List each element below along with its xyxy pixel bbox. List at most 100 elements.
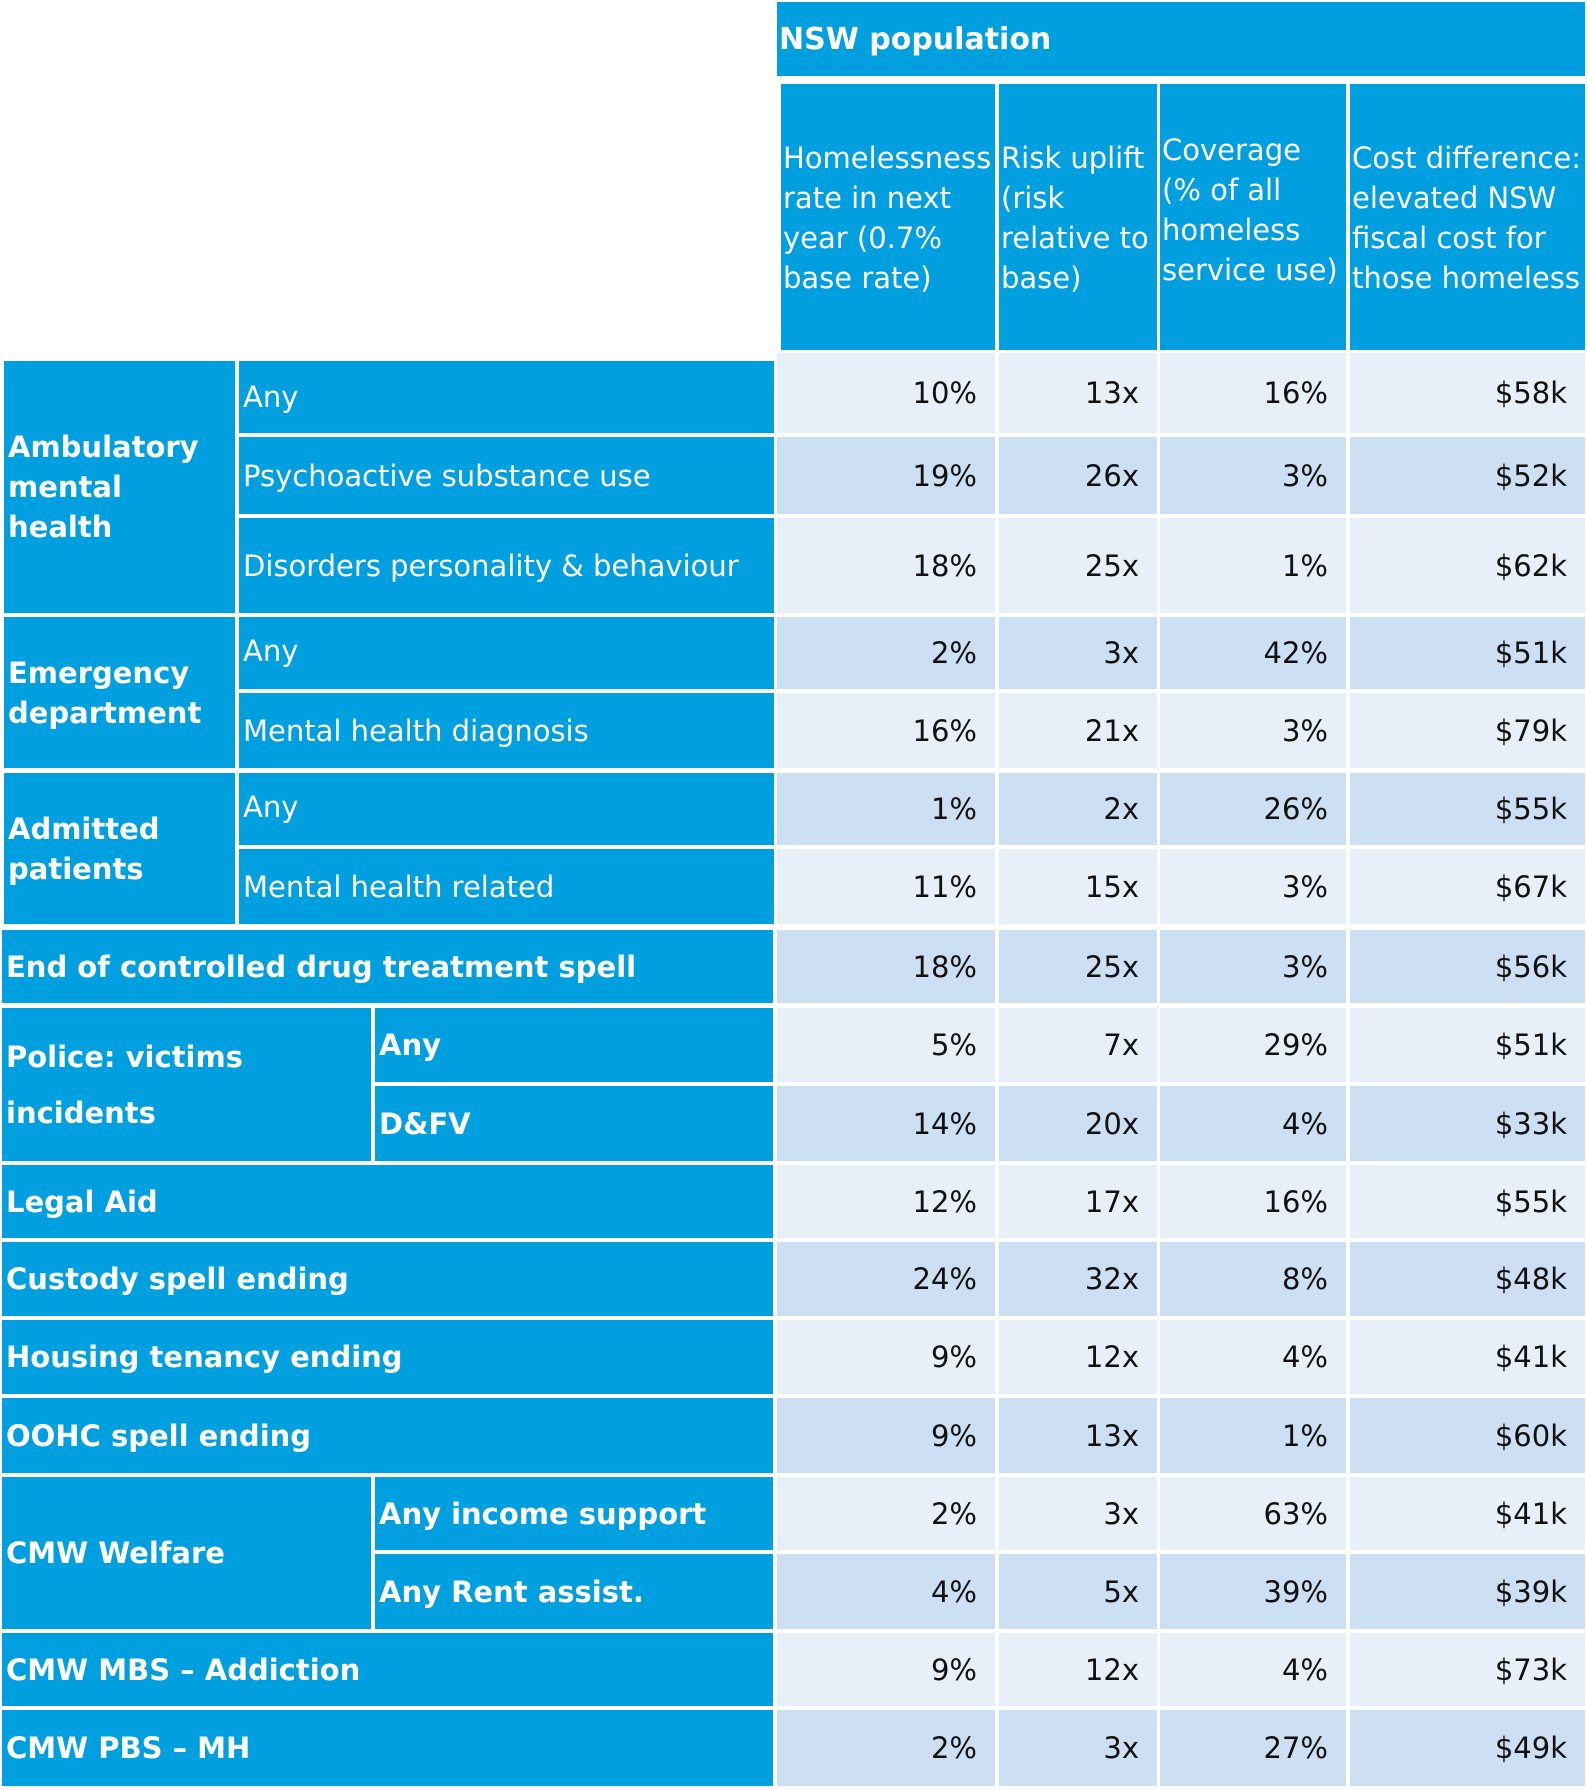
- cell-homelessness-rate: 1%: [777, 773, 995, 845]
- cell-homelessness-rate: 5%: [777, 1008, 995, 1082]
- cell-cost-difference: $41k: [1350, 1477, 1585, 1550]
- row-label-disorders-personality-behaviour: Disorders personality & behaviour: [239, 518, 774, 613]
- row-label-cmw-mbs-addiction: CMW MBS – Addiction: [2, 1633, 773, 1706]
- group-header: NSW population: [777, 2, 1585, 76]
- cell-cost-difference: $62k: [1350, 518, 1585, 613]
- cell-coverage: 26%: [1160, 773, 1346, 845]
- row-label-legal-aid: Legal Aid: [2, 1165, 773, 1238]
- cell-risk-uplift: 3x: [999, 617, 1157, 689]
- cell-cost-difference: $79k: [1350, 693, 1585, 768]
- group-label-emergency-department: Emergency department: [4, 617, 235, 768]
- cell-cost-difference: $33k: [1350, 1086, 1585, 1161]
- cell-coverage: 3%: [1160, 849, 1346, 924]
- cell-coverage: 3%: [1160, 437, 1346, 514]
- cell-coverage: 39%: [1160, 1554, 1346, 1629]
- cell-cost-difference: $60k: [1350, 1398, 1585, 1473]
- cell-cost-difference: $51k: [1350, 1008, 1585, 1082]
- cell-risk-uplift: 20x: [999, 1086, 1157, 1161]
- row-label-mental-health-related: Mental health related: [239, 849, 774, 924]
- column-header-cost-difference: Cost difference: elevated NSW fiscal cos…: [1350, 84, 1585, 350]
- row-label-emergency-any: Any: [239, 617, 774, 689]
- row-label-custody-spell-ending: Custody spell ending: [2, 1242, 773, 1316]
- cell-coverage: 42%: [1160, 617, 1346, 689]
- cell-homelessness-rate: 14%: [777, 1086, 995, 1161]
- cell-coverage: 1%: [1160, 518, 1346, 613]
- cell-coverage: 4%: [1160, 1633, 1346, 1706]
- cell-risk-uplift: 15x: [999, 849, 1157, 924]
- column-header-risk-uplift: Risk uplift (risk relative to base): [999, 84, 1157, 350]
- cell-coverage: 4%: [1160, 1086, 1346, 1161]
- cell-risk-uplift: 12x: [999, 1320, 1157, 1394]
- cell-risk-uplift: 17x: [999, 1165, 1157, 1238]
- cell-risk-uplift: 25x: [999, 930, 1157, 1003]
- cell-homelessness-rate: 18%: [777, 518, 995, 613]
- group-label-police-victims-incidents: Police: victims incidents: [2, 1008, 371, 1161]
- cell-homelessness-rate: 9%: [777, 1633, 995, 1706]
- cell-cost-difference: $39k: [1350, 1554, 1585, 1629]
- cell-risk-uplift: 3x: [999, 1477, 1157, 1550]
- cell-risk-uplift: 12x: [999, 1633, 1157, 1706]
- cell-homelessness-rate: 2%: [777, 1710, 995, 1786]
- cell-risk-uplift: 25x: [999, 518, 1157, 613]
- cell-cost-difference: $56k: [1350, 930, 1585, 1003]
- cell-coverage: 4%: [1160, 1320, 1346, 1394]
- cell-homelessness-rate: 10%: [777, 353, 995, 433]
- cell-coverage: 63%: [1160, 1477, 1346, 1550]
- cell-homelessness-rate: 18%: [777, 930, 995, 1003]
- cell-risk-uplift: 32x: [999, 1242, 1157, 1316]
- cell-cost-difference: $51k: [1350, 617, 1585, 689]
- cell-coverage: 3%: [1160, 693, 1346, 768]
- cell-coverage: 3%: [1160, 930, 1346, 1003]
- cell-homelessness-rate: 4%: [777, 1554, 995, 1629]
- cell-homelessness-rate: 12%: [777, 1165, 995, 1238]
- cell-risk-uplift: 3x: [999, 1710, 1157, 1786]
- row-label-admitted-any: Any: [239, 773, 774, 845]
- column-header-coverage: Coverage (% of all homeless service use): [1160, 84, 1346, 350]
- group-label-admitted-patients: Admitted patients: [4, 773, 235, 924]
- cell-cost-difference: $49k: [1350, 1710, 1585, 1786]
- row-label-cmw-pbs-mh: CMW PBS – MH: [2, 1710, 773, 1786]
- cell-coverage: 1%: [1160, 1398, 1346, 1473]
- cell-risk-uplift: 7x: [999, 1008, 1157, 1082]
- cell-homelessness-rate: 2%: [777, 1477, 995, 1550]
- row-label-dfv: D&FV: [375, 1086, 773, 1161]
- row-label-oohc-spell-ending: OOHC spell ending: [2, 1398, 773, 1473]
- column-header-homelessness-rate: Homelessness rate in next year (0.7% bas…: [781, 84, 995, 350]
- cell-homelessness-rate: 2%: [777, 617, 995, 689]
- cell-homelessness-rate: 9%: [777, 1398, 995, 1473]
- row-label-mental-health-diagnosis: Mental health diagnosis: [239, 693, 774, 768]
- cell-risk-uplift: 13x: [999, 1398, 1157, 1473]
- cell-risk-uplift: 26x: [999, 437, 1157, 514]
- cell-cost-difference: $55k: [1350, 773, 1585, 845]
- cell-cost-difference: $55k: [1350, 1165, 1585, 1238]
- row-label-psychoactive-substance-use: Psychoactive substance use: [239, 437, 774, 514]
- cell-coverage: 29%: [1160, 1008, 1346, 1082]
- cell-risk-uplift: 21x: [999, 693, 1157, 768]
- cell-homelessness-rate: 24%: [777, 1242, 995, 1316]
- cell-homelessness-rate: 16%: [777, 693, 995, 768]
- group-label-ambulatory-mental-health: Ambulatory mental health: [4, 361, 235, 613]
- cell-homelessness-rate: 19%: [777, 437, 995, 514]
- row-label-ambulatory-any: Any: [239, 361, 774, 433]
- row-label-any-rent-assist: Any Rent assist.: [375, 1554, 773, 1629]
- cell-cost-difference: $48k: [1350, 1242, 1585, 1316]
- row-label-end-of-controlled-drug-treatment-spell: End of controlled drug treatment spell: [2, 930, 773, 1003]
- row-label-housing-tenancy-ending: Housing tenancy ending: [2, 1320, 773, 1394]
- cell-homelessness-rate: 11%: [777, 849, 995, 924]
- cell-cost-difference: $73k: [1350, 1633, 1585, 1706]
- cell-risk-uplift: 5x: [999, 1554, 1157, 1629]
- cell-coverage: 16%: [1160, 353, 1346, 433]
- row-label-any-income-support: Any income support: [375, 1477, 773, 1550]
- cell-coverage: 27%: [1160, 1710, 1346, 1786]
- row-label-police-any: Any: [375, 1008, 773, 1082]
- cell-risk-uplift: 2x: [999, 773, 1157, 845]
- group-label-cmw-welfare: CMW Welfare: [2, 1477, 371, 1629]
- cell-cost-difference: $58k: [1350, 353, 1585, 433]
- cell-cost-difference: $41k: [1350, 1320, 1585, 1394]
- cell-cost-difference: $52k: [1350, 437, 1585, 514]
- cell-homelessness-rate: 9%: [777, 1320, 995, 1394]
- cell-coverage: 16%: [1160, 1165, 1346, 1238]
- cell-cost-difference: $67k: [1350, 849, 1585, 924]
- cell-risk-uplift: 13x: [999, 353, 1157, 433]
- cell-coverage: 8%: [1160, 1242, 1346, 1316]
